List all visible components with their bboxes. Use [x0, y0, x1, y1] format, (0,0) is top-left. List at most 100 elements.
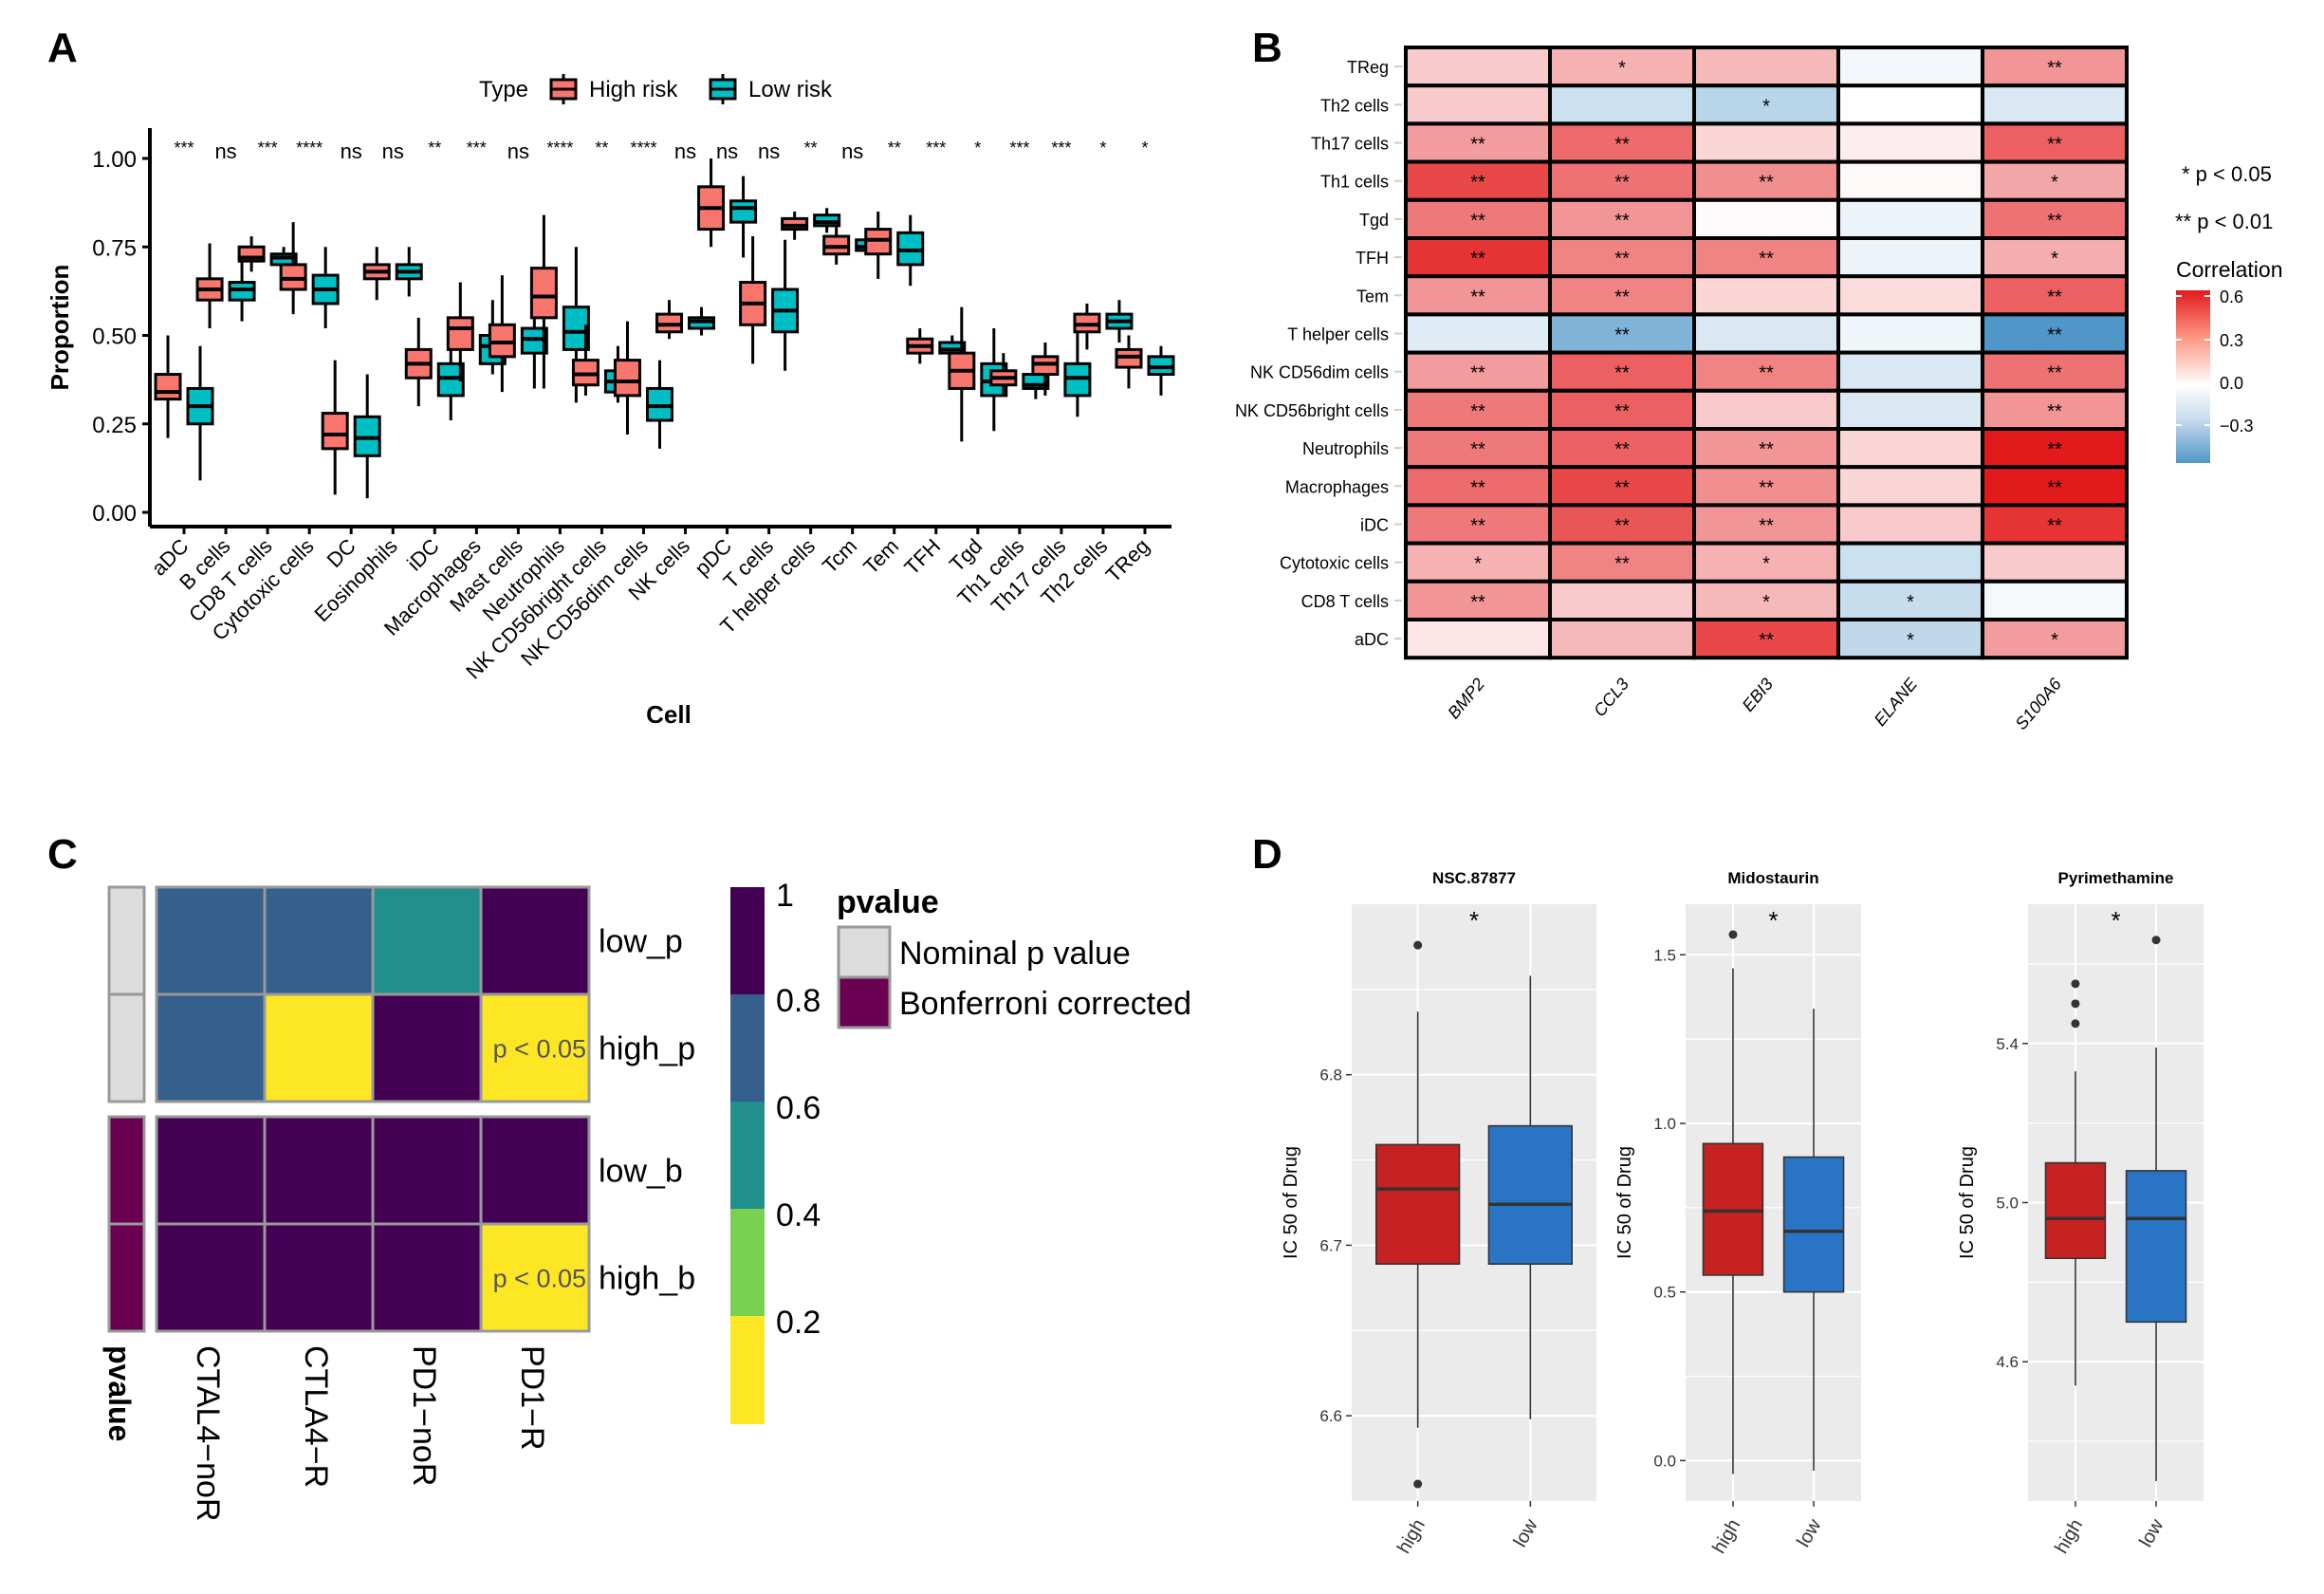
y-tick-label: 0.75: [92, 235, 137, 261]
heatmap-cell: [1548, 236, 1696, 279]
significance-label: *: [974, 139, 981, 158]
heatmap-cell: [479, 885, 591, 996]
panel-a-boxplot: Type High risk Low risk Proportion Cell …: [46, 74, 1175, 729]
heatmap-cell: [1404, 46, 1552, 88]
row-label: Tem: [1356, 287, 1389, 306]
significance-star: **: [1759, 249, 1774, 269]
legend-key-nominal: [837, 925, 892, 979]
significance-label: **: [804, 139, 818, 158]
heatmap-cell: [371, 992, 483, 1103]
significance-star: **: [1614, 287, 1630, 307]
box-high: [613, 359, 641, 398]
heatmap-cell: [1692, 274, 1840, 317]
significance-star: **: [1470, 592, 1485, 613]
panel-label-b: B: [1252, 25, 1282, 71]
heatmap-cell: [1836, 465, 1984, 508]
significance-label: ***: [467, 139, 487, 158]
legend-title: pvalue: [837, 884, 939, 920]
y-tick-label: 0.5: [1653, 1284, 1676, 1302]
panel-label-a: A: [47, 25, 78, 71]
column-label: CTAL4−noR: [190, 1345, 226, 1522]
heatmap-cell: [1404, 388, 1552, 431]
heatmap-cell: [1836, 503, 1984, 546]
annotation-cell: [107, 1115, 146, 1226]
heatmap-cell: [1981, 503, 2129, 546]
significance-star: **: [1470, 249, 1485, 269]
box-high: [154, 373, 182, 401]
row-label: low_b: [599, 1154, 683, 1190]
sig-note-1: * p < 0.05: [2182, 162, 2272, 186]
heatmap-cell: [1692, 427, 1840, 470]
heatmap-cell: [371, 1222, 483, 1333]
y-axis-title: IC 50 of Drug: [1957, 1146, 1978, 1259]
colorbar-tick-label: 0.2: [776, 1305, 821, 1341]
panel-d-boxplots: 6.6 6.7 6.8 NSC.87877 * IC 50 of Drug high low 0…: [1281, 869, 2204, 1557]
heatmap-cell: [1548, 83, 1696, 126]
heatmap-cell: [1836, 197, 1984, 241]
facet-title: Midostaurin: [1727, 869, 1818, 887]
x-tick-label: low: [1793, 1515, 1825, 1550]
heatmap-cell: [155, 1115, 267, 1226]
box-low: [1487, 1124, 1573, 1265]
annotation-cell: [107, 992, 146, 1103]
significance-star: **: [1614, 211, 1630, 232]
significance-star: **: [1614, 135, 1630, 156]
significance-star: *: [1907, 592, 1914, 613]
significance-star: **: [2047, 135, 2062, 156]
heatmap-cell: [1692, 465, 1840, 508]
heatmap-cell: [155, 1222, 267, 1333]
x-tick-label: Tcm: [818, 534, 861, 578]
heatmap-cell: [1981, 618, 2129, 660]
heatmap-cell: [1692, 503, 1840, 546]
significance-star: **: [2047, 401, 2062, 422]
legend-label-bonferroni: Bonferroni corrected: [899, 986, 1191, 1022]
heatmap-cell: [1548, 350, 1696, 393]
heatmap-cell: [1692, 121, 1840, 164]
row-label: high_p: [599, 1031, 695, 1067]
column-label: PD1−noR: [406, 1345, 442, 1486]
x-tick-label: low: [1510, 1515, 1542, 1550]
significance-star: **: [1759, 630, 1774, 651]
column-label: S100A6: [2012, 674, 2066, 733]
y-tick-label: 6.8: [1319, 1066, 1342, 1084]
significance-star: **: [1614, 516, 1630, 537]
row-label: NK CD56bright cells: [1235, 401, 1389, 420]
y-tick-label: 0.50: [92, 324, 137, 350]
legend-title: Type: [479, 77, 528, 102]
y-tick-label: 6.7: [1319, 1236, 1342, 1254]
y-tick-label: 0.25: [92, 413, 137, 438]
significance-star: **: [1759, 477, 1774, 498]
heatmap-cell: [1836, 388, 1984, 431]
significance-star: **: [1470, 401, 1485, 422]
heatmap-cell: [1692, 618, 1840, 660]
heatmap-cell: [1548, 541, 1696, 584]
row-label: high_b: [599, 1261, 695, 1297]
heatmap-cell: [1981, 579, 2129, 621]
annotation-cell: [107, 1222, 146, 1333]
row-label: Neutrophils: [1302, 439, 1389, 458]
significance-star: **: [1614, 363, 1630, 384]
colorbar-tick-label: 0.4: [776, 1197, 821, 1233]
significance-star: **: [1614, 173, 1630, 194]
row-label: Th1 cells: [1320, 173, 1389, 192]
x-tick-label: TFH: [899, 534, 945, 580]
column-label: CCL3: [1590, 675, 1632, 720]
column-label: PD1−R: [514, 1345, 550, 1451]
significance-label: ****: [546, 139, 573, 158]
significance-star: **: [1614, 477, 1630, 498]
row-label: iDC: [1360, 516, 1389, 535]
box-low: [729, 199, 758, 224]
box-high: [1375, 1143, 1461, 1265]
significance-label: ns: [507, 139, 529, 163]
colorbar: [2176, 290, 2210, 463]
significance-label: ****: [296, 139, 323, 158]
heatmap-cell: [371, 1115, 483, 1226]
significance-label: **: [428, 139, 441, 158]
column-label: CTLA4−R: [298, 1345, 334, 1488]
box-low: [1782, 1156, 1845, 1293]
box-high: [2044, 1161, 2107, 1260]
annotation-cell: [107, 885, 146, 996]
row-label: Th17 cells: [1311, 135, 1389, 154]
significance-star: **: [2047, 477, 2062, 498]
significance-label: *: [1099, 139, 1106, 158]
